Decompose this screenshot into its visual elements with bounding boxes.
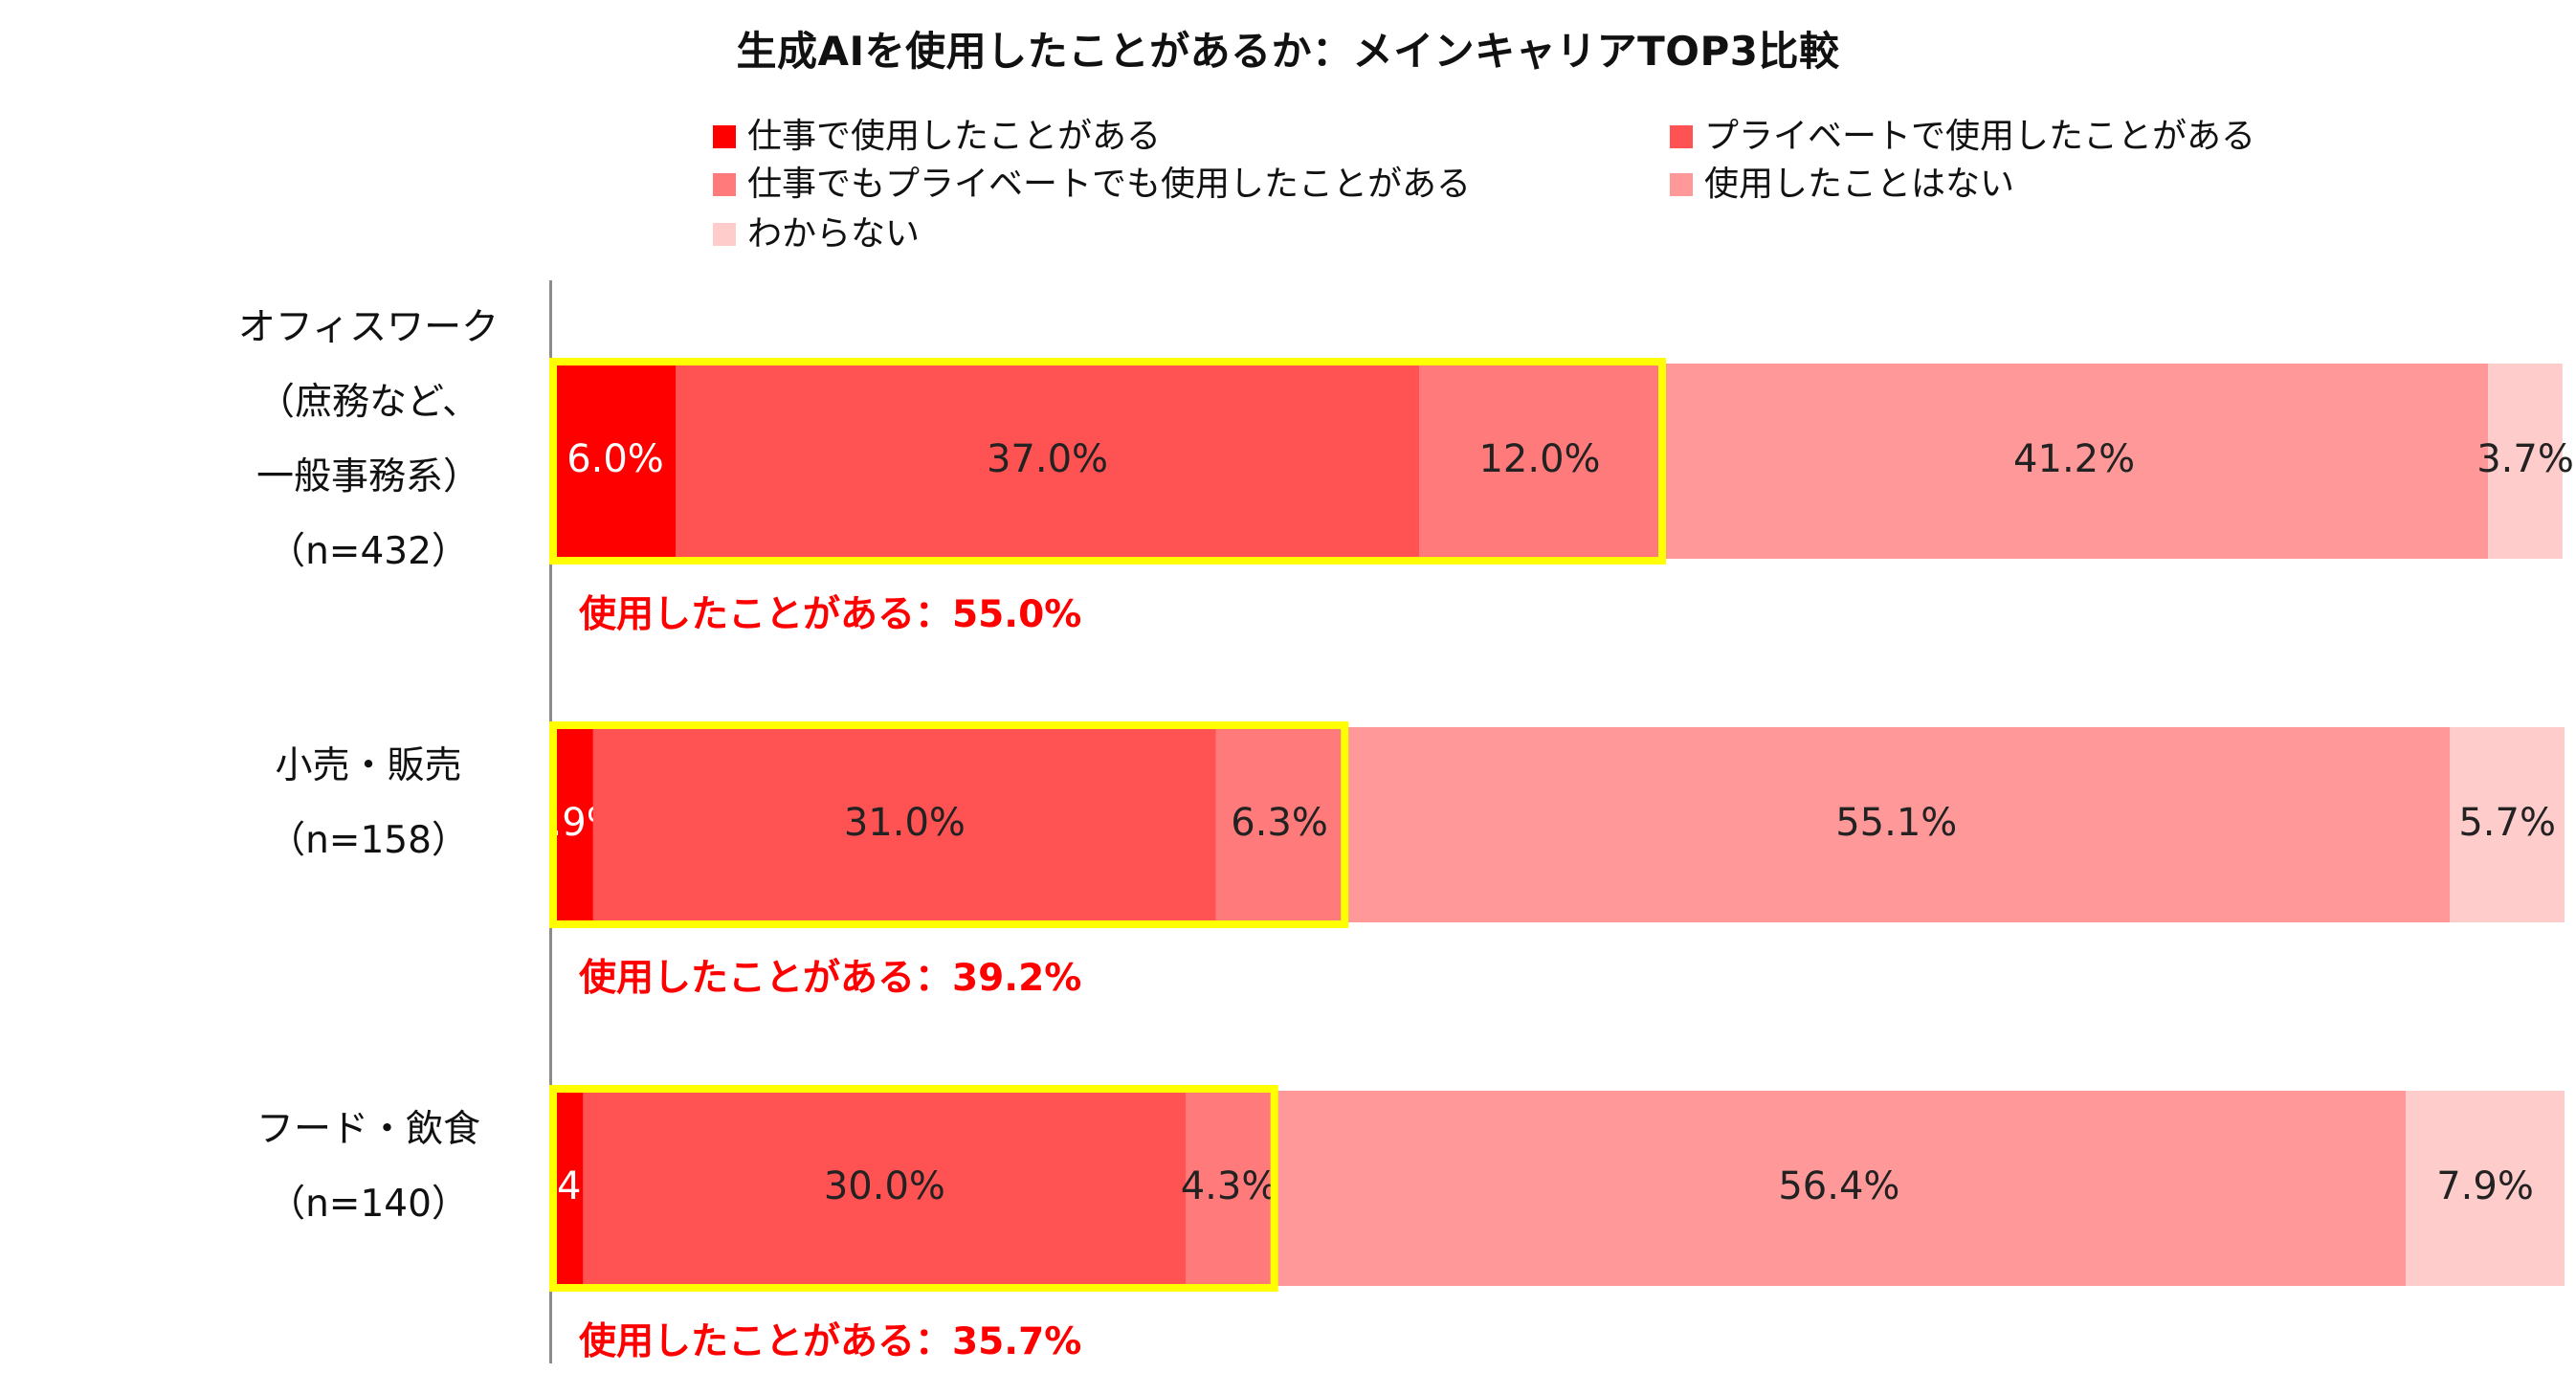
data-label: 55.1% [1835,801,1957,845]
legend-item: 仕事でもプライベートでも使用したことがある [713,163,1471,207]
legend-swatch [1670,173,1693,196]
legend-swatch [1670,125,1693,148]
bar-segment [2488,364,2563,559]
highlight-box [549,1085,1278,1292]
highlight-box [549,358,1666,565]
category-label: オフィスワーク （庶務など、 一般事務系） （n=432） [120,291,617,589]
legend-swatch [713,173,736,196]
legend-swatch [713,223,736,246]
bar-segment [1419,364,1660,559]
bar-segment [583,1091,1187,1286]
bar-segment [1272,1091,2407,1286]
data-label: 41.2% [2013,437,2135,481]
bar-segment [555,727,593,922]
data-label: 3.7% [2476,437,2574,481]
bar-segment [1186,1091,1273,1286]
legend-item: 使用したことはない [1670,163,2014,207]
legend-label: 使用したことはない [1704,165,2015,204]
data-label: 56.4% [1778,1164,1899,1208]
bar-segment [1660,364,2489,559]
category-label: 小売・販売 （n=158） [120,729,617,878]
bar-segment [2450,727,2565,922]
category-label-line: 一般事務系） [255,455,480,498]
legend-item: プライベートで使用したことがある [1670,115,2255,159]
summary-label: 使用したことがある：39.2% [579,957,1082,1000]
category-label-line: （n=432） [268,530,469,573]
bar-segment [676,364,1419,559]
data-label: 12.0% [1478,437,1600,481]
data-label: 7.9% [2436,1164,2534,1208]
bar-segment [1343,727,2451,922]
category-label-line: オフィスワーク [237,306,500,349]
bar-segment [592,727,1216,922]
data-label: 30.0% [824,1164,945,1208]
legend-swatch [713,125,736,148]
bar-segment [1215,727,1344,922]
legend-item: 仕事で使用したことがある [713,115,1161,159]
summary-label: 使用したことがある：35.7% [579,1320,1082,1363]
summary-label: 使用したことがある：55.0% [579,593,1082,636]
data-label: 4.3% [1181,1164,1278,1208]
category-label-line: 小売・販売 [275,744,462,787]
chart-title: 生成AIを使用したことがあるか：メインキャリアTOP3比較 [736,28,1840,75]
highlight-box [549,721,1349,928]
category-label-line: （庶務など、 [256,381,480,424]
bar-segment [2406,1091,2565,1286]
legend-label: 仕事でもプライベートでも使用したことがある [747,165,1472,204]
category-label: フード・飲食 （n=140） [120,1093,617,1242]
category-label-line: フード・飲食 [255,1108,480,1151]
bar-segment [555,364,676,559]
category-label-line: （n=140） [268,1183,469,1226]
legend-item: わからない [713,212,920,256]
legend-label: 仕事で使用したことがある [747,117,1162,156]
data-label: 31.0% [844,801,966,845]
data-label: 5.7% [2458,801,2556,845]
data-label: 6.3% [1231,801,1328,845]
bar-segment [555,1091,584,1286]
data-label: 37.0% [987,437,1108,481]
legend-label: わからない [747,214,921,254]
data-label: 6.0% [566,437,664,481]
category-label-line: （n=158） [268,819,469,862]
legend-label: プライベートで使用したことがある [1704,117,2256,156]
